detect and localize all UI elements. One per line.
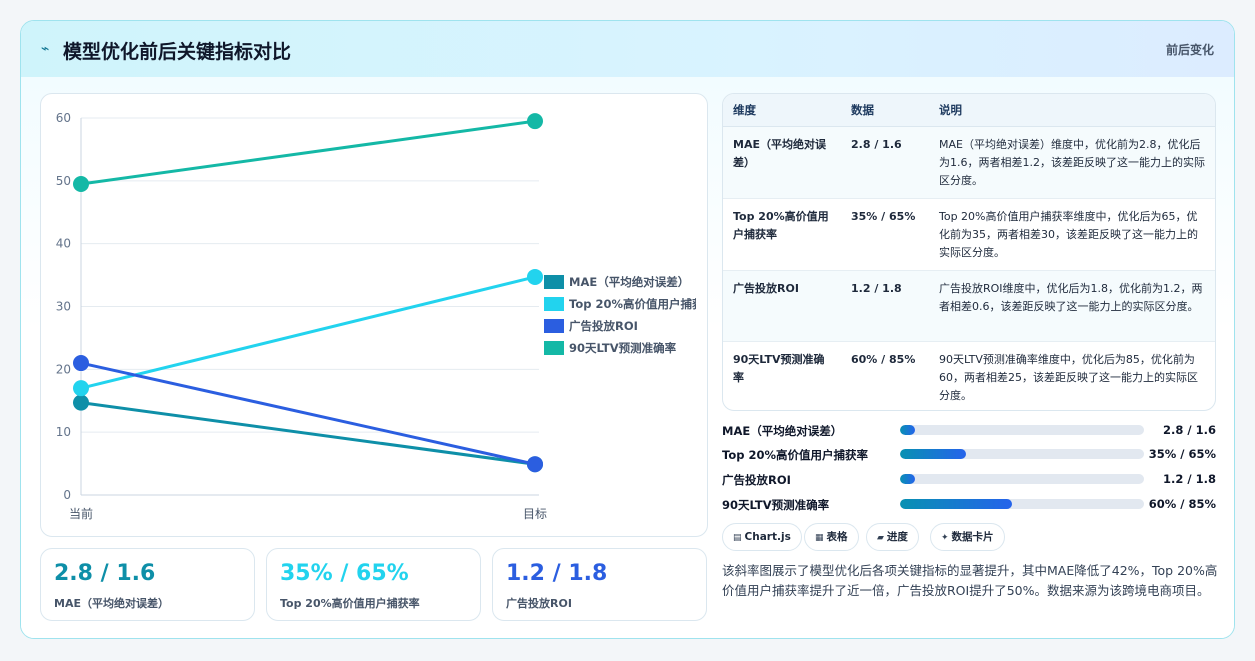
- legend-swatch: [544, 341, 564, 355]
- table-cell-dimension: 90天LTV预测准确率: [733, 352, 825, 384]
- table-cell-desc: 广告投放ROI维度中，优化后为1.8，优化前为1.2，两者相差0.6，该差距反映…: [929, 270, 1215, 342]
- stat-label: Top 20%高价值用户捕获率: [280, 597, 420, 610]
- table-cell-data: 35% / 65%: [841, 198, 929, 271]
- progress-label: Top 20%高价值用户捕获率: [722, 448, 868, 462]
- progress-track: [900, 425, 1144, 435]
- progress-track: [900, 449, 1144, 459]
- chip-label: 数据卡片: [951, 531, 994, 543]
- table-icon: ▦: [815, 533, 824, 543]
- x-tick-label: 目标: [523, 507, 547, 521]
- progress-track: [900, 474, 1144, 484]
- y-tick-label: 0: [63, 488, 71, 502]
- stat-card-top20: 35% / 65% Top 20%高价值用户捕获率: [266, 548, 481, 621]
- stat-value: 1.2 / 1.8: [506, 561, 608, 586]
- progress-label: MAE（平均绝对误差）: [722, 424, 843, 438]
- table-cell-dimension: Top 20%高价值用户捕获率: [723, 198, 841, 271]
- header-badge: 前后变化: [1165, 43, 1214, 57]
- data-point: [527, 268, 543, 285]
- progress-fill: [900, 499, 1013, 509]
- table-cell-data: 60% / 85%: [851, 352, 916, 366]
- chip-label: Chart.js: [744, 531, 791, 543]
- chip-table[interactable]: ▦ 表格: [804, 523, 859, 551]
- y-tick-label: 60: [56, 111, 71, 125]
- legend-swatch: [544, 297, 564, 311]
- progress-row: MAE（平均绝对误差） 2.8 / 1.6: [722, 421, 1216, 439]
- series-line: [80, 119, 536, 186]
- table-cell-desc: 90天LTV预测准确率维度中，优化后为85，优化前为60，两者相差25，该差距反…: [939, 352, 1198, 402]
- progress-value: 35% / 65%: [1148, 447, 1216, 461]
- data-point: [527, 456, 543, 473]
- progress-row: 90天LTV预测准确率 60% / 85%: [722, 495, 1216, 513]
- summary-text: 该斜率图展示了模型优化后各项关键指标的显著提升，其中MAE降低了42%，Top …: [722, 563, 1218, 598]
- x-tick-label: 当前: [69, 506, 93, 521]
- legend-label: 广告投放ROI: [569, 319, 638, 333]
- progress-row: Top 20%高价值用户捕获率 35% / 65%: [722, 445, 1216, 463]
- slope-chart: 0 10 20 30 40 50 60 当前 目标 MAE（平均绝对误差） Top 20%高价值用户…: [40, 93, 708, 537]
- table-cell-desc: MAE（平均绝对误差）维度中，优化前为2.8，优化后为1.6，两者相差1.2，该…: [929, 126, 1215, 199]
- column-header: 说明: [929, 94, 1215, 127]
- data-point: [73, 175, 89, 192]
- progress-fill: [900, 449, 966, 459]
- y-tick-label: 20: [56, 362, 71, 376]
- progress-label: 广告投放ROI: [722, 473, 791, 487]
- progress-row: 广告投放ROI 1.2 / 1.8: [722, 470, 1216, 488]
- table-row: 90天LTV预测准确率 60% / 85% 90天LTV预测准确率维度中，优化后…: [723, 341, 1215, 410]
- stat-card-roi: 1.2 / 1.8 广告投放ROI: [492, 548, 707, 621]
- legend-label: Top 20%高价值用户捕获率: [569, 297, 709, 311]
- table-cell-desc: Top 20%高价值用户捕获率维度中，优化后为65，优化前为35，两者相差30，…: [929, 198, 1215, 271]
- table-cell-data: 2.8 / 1.6: [841, 126, 929, 199]
- progress-track: [900, 499, 1144, 509]
- chip-label: 进度: [886, 531, 908, 543]
- metrics-table: 维度 数据 说明 MAE（平均绝对误差） 2.8 / 1.6 MAE（平均绝对误…: [722, 93, 1216, 411]
- legend-label: 90天LTV预测准确率: [569, 341, 677, 355]
- y-tick-label: 30: [56, 300, 71, 314]
- progress-value: 60% / 85%: [1148, 497, 1216, 511]
- progress-fill: [900, 425, 915, 435]
- progress-value: 2.8 / 1.6: [1163, 423, 1216, 437]
- data-point: [527, 113, 543, 130]
- progress-fill: [900, 474, 915, 484]
- data-point: [73, 394, 89, 411]
- chip-data-card[interactable]: ✦ 数据卡片: [930, 523, 1005, 551]
- column-header: 维度: [723, 94, 841, 127]
- chip-progress[interactable]: ▰ 进度: [866, 523, 919, 551]
- stat-value: 2.8 / 1.6: [54, 561, 156, 586]
- card-header: ⌁ 模型优化前后关键指标对比 前后变化: [21, 21, 1234, 77]
- main-card: ⌁ 模型优化前后关键指标对比 前后变化 0 10 20 30 40 50 60 当前 目标 MAE…: [20, 20, 1235, 639]
- table-cell-dimension: 广告投放ROI: [723, 270, 841, 342]
- table-cell-dimension: MAE（平均绝对误差）: [723, 126, 841, 199]
- legend-label: MAE（平均绝对误差）: [569, 275, 689, 289]
- progress-icon: ▰: [877, 533, 884, 543]
- stat-label: 广告投放ROI: [506, 597, 572, 610]
- pulse-icon: ⌁: [41, 41, 50, 57]
- table-row: Top 20%高价值用户捕获率 35% / 65% Top 20%高价值用户捕获…: [723, 198, 1215, 271]
- legend-swatch: [544, 275, 564, 289]
- legend-swatch: [544, 319, 564, 333]
- stat-value: 35% / 65%: [280, 561, 409, 586]
- page-title: 模型优化前后关键指标对比: [63, 41, 292, 63]
- stat-label: MAE（平均绝对误差）: [54, 597, 169, 610]
- series-line: [80, 401, 536, 466]
- series-line: [80, 275, 536, 390]
- data-point: [73, 380, 89, 397]
- stat-card-mae: 2.8 / 1.6 MAE（平均绝对误差）: [40, 548, 255, 621]
- progress-value: 1.2 / 1.8: [1163, 472, 1216, 486]
- table-row: MAE（平均绝对误差） 2.8 / 1.6 MAE（平均绝对误差）维度中，优化前…: [723, 126, 1215, 199]
- table-cell-data: 1.2 / 1.8: [841, 270, 929, 342]
- y-tick-label: 40: [56, 237, 71, 251]
- table-header-row: 维度 数据 说明: [723, 94, 1215, 127]
- card-icon: ✦: [941, 533, 949, 543]
- table-row: 广告投放ROI 1.2 / 1.8 广告投放ROI维度中，优化后为1.8，优化前…: [723, 270, 1215, 342]
- chart-icon: ▤: [733, 533, 742, 543]
- y-tick-label: 50: [56, 174, 71, 188]
- data-point: [73, 355, 89, 372]
- series-line: [80, 361, 536, 466]
- y-tick-label: 10: [56, 425, 71, 439]
- chip-label: 表格: [826, 531, 848, 543]
- chip-chartjs[interactable]: ▤ Chart.js: [722, 523, 802, 551]
- chart-svg: 0 10 20 30 40 50 60 当前 目标 MAE（平均绝对误差） Top 20%高价值用户…: [56, 111, 709, 521]
- progress-label: 90天LTV预测准确率: [722, 498, 830, 512]
- column-header: 数据: [841, 94, 929, 127]
